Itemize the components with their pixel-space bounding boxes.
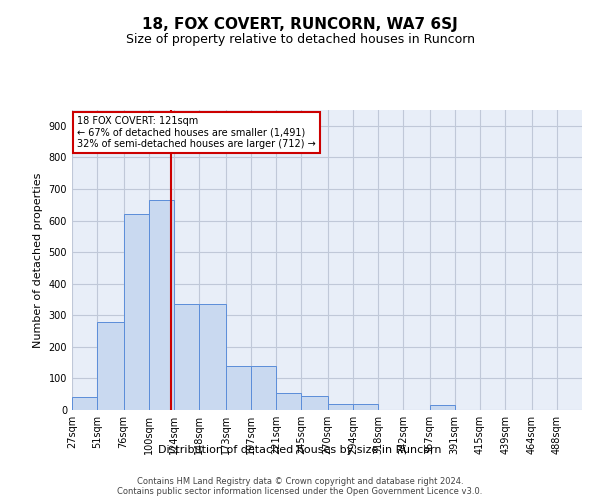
Bar <box>149 200 174 410</box>
Y-axis label: Number of detached properties: Number of detached properties <box>33 172 43 348</box>
Bar <box>72 398 97 410</box>
Text: Contains HM Land Registry data © Crown copyright and database right 2024.: Contains HM Land Registry data © Crown c… <box>137 476 463 486</box>
Bar <box>124 214 149 410</box>
Text: 18, FOX COVERT, RUNCORN, WA7 6SJ: 18, FOX COVERT, RUNCORN, WA7 6SJ <box>142 18 458 32</box>
Bar <box>226 366 251 410</box>
Bar <box>97 322 124 410</box>
Text: Distribution of detached houses by size in Runcorn: Distribution of detached houses by size … <box>158 445 442 455</box>
Bar <box>353 404 378 410</box>
Bar <box>174 304 199 410</box>
Bar <box>301 396 328 410</box>
Text: 18 FOX COVERT: 121sqm
← 67% of detached houses are smaller (1,491)
32% of semi-d: 18 FOX COVERT: 121sqm ← 67% of detached … <box>77 116 316 149</box>
Bar <box>199 304 226 410</box>
Bar <box>328 404 353 410</box>
Text: Contains public sector information licensed under the Open Government Licence v3: Contains public sector information licen… <box>118 486 482 496</box>
Bar <box>251 366 276 410</box>
Bar <box>276 392 301 410</box>
Text: Size of property relative to detached houses in Runcorn: Size of property relative to detached ho… <box>125 32 475 46</box>
Bar <box>430 406 455 410</box>
